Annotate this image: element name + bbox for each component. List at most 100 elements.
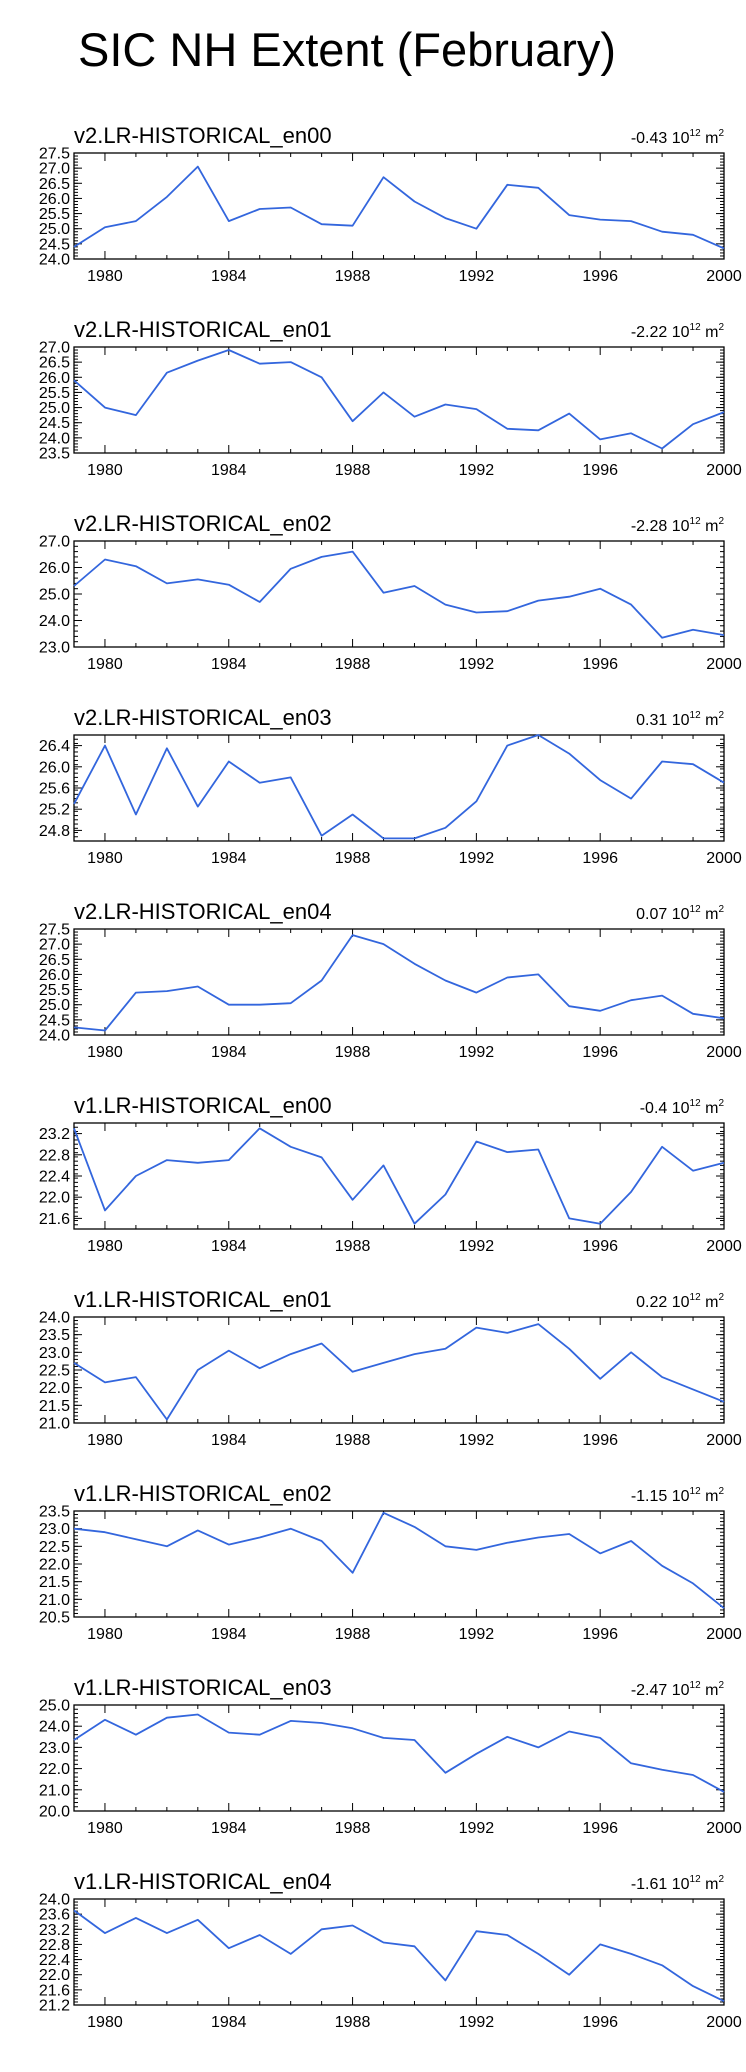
y-tick-label: 23.0 [39, 640, 70, 657]
panel-title: v1.LR-HISTORICAL_en03 [74, 1675, 332, 1700]
unit-base: 10 [672, 130, 690, 147]
x-tick-label: 2000 [706, 1044, 742, 1061]
x-tick-label: 1992 [459, 656, 495, 673]
y-tick-label: 27.0 [39, 937, 70, 954]
unit-symbol: m [701, 906, 719, 923]
y-tick-label: 21.6 [39, 1211, 70, 1228]
unit-base: 10 [672, 1682, 690, 1699]
series-line [73, 550, 725, 639]
y-tick-label: 25.5 [39, 982, 70, 999]
x-tick-label: 1996 [582, 850, 618, 867]
plot-frame [73, 152, 725, 260]
trend-value: -2.22 [631, 324, 672, 341]
chart-panel: v1.LR-HISTORICAL_en03 -2.47 1012 m2 1980 19… [39, 1675, 742, 1837]
panel-title: v1.LR-HISTORICAL_en00 [74, 1093, 332, 1118]
y-tick-label: 24.0 [39, 1719, 70, 1736]
series-line [73, 1909, 725, 2003]
unit-exponent: 12 [690, 1486, 702, 1497]
x-tick-label: 1988 [335, 1238, 371, 1255]
x-tick-label: 1996 [582, 1820, 618, 1837]
trend-label: 0.07 1012 m2 [636, 904, 724, 923]
unit-base: 10 [672, 1876, 690, 1893]
plot-frame [73, 1510, 725, 1618]
y-tick-label: 24.0 [39, 1028, 70, 1045]
chart-panel: v1.LR-HISTORICAL_en04 -1.61 1012 m2 1980 19… [39, 1869, 742, 2031]
y-tick-label: 25.5 [39, 206, 70, 223]
chart-panel: v2.LR-HISTORICAL_en01 -2.22 1012 m2 1980 19… [39, 317, 742, 479]
unit-exponent: 12 [690, 1680, 702, 1691]
x-tick-label: 2000 [706, 656, 742, 673]
panel-title: v1.LR-HISTORICAL_en04 [74, 1869, 332, 1894]
trend-value: -2.28 [631, 518, 672, 535]
y-tick-label: 22.4 [39, 1169, 70, 1186]
x-tick-label: 1980 [87, 1238, 123, 1255]
y-tick-label: 23.0 [39, 1521, 70, 1538]
chart-panel: v2.LR-HISTORICAL_en04 0.07 1012 m2 1980 198… [39, 899, 742, 1061]
panel-title: v1.LR-HISTORICAL_en01 [74, 1287, 332, 1312]
trend-value: -1.61 [631, 1876, 672, 1893]
unit-superscript: 2 [718, 1874, 724, 1885]
x-tick-label: 1980 [87, 1044, 123, 1061]
y-tick-label: 23.5 [39, 1504, 70, 1521]
x-tick-label: 1992 [459, 462, 495, 479]
y-tick-label: 24.0 [39, 252, 70, 269]
x-tick-label: 1992 [459, 850, 495, 867]
x-tick-label: 1984 [211, 462, 247, 479]
y-tick-label: 27.0 [39, 534, 70, 551]
y-tick-label: 22.0 [39, 1557, 70, 1574]
y-tick-label: 25.0 [39, 400, 70, 417]
y-tick-label: 24.5 [39, 415, 70, 432]
x-tick-label: 1980 [87, 1626, 123, 1643]
x-tick-label: 1988 [335, 1820, 371, 1837]
y-tick-label: 23.5 [39, 446, 70, 463]
trend-value: 0.31 [636, 712, 672, 729]
unit-exponent: 12 [690, 128, 702, 139]
y-tick-label: 26.4 [39, 738, 70, 755]
x-tick-label: 1988 [335, 2014, 371, 2031]
y-tick-label: 22.0 [39, 1190, 70, 1207]
y-tick-label: 23.6 [39, 1907, 70, 1924]
unit-symbol: m [701, 712, 719, 729]
panel-title: v2.LR-HISTORICAL_en01 [74, 317, 332, 342]
y-tick-label: 21.0 [39, 1416, 70, 1433]
unit-symbol: m [701, 1100, 719, 1117]
y-tick-label: 26.0 [39, 191, 70, 208]
panel-title: v2.LR-HISTORICAL_en04 [74, 899, 332, 924]
x-tick-label: 1996 [582, 2014, 618, 2031]
x-tick-label: 1992 [459, 2014, 495, 2031]
unit-base: 10 [672, 1294, 690, 1311]
unit-symbol: m [701, 518, 719, 535]
y-tick-label: 25.0 [39, 997, 70, 1014]
x-tick-label: 1992 [459, 1626, 495, 1643]
unit-superscript: 2 [718, 516, 724, 527]
x-tick-label: 1992 [459, 1238, 495, 1255]
trend-value: 0.22 [636, 1294, 672, 1311]
y-tick-label: 21.0 [39, 1782, 70, 1799]
x-tick-label: 1992 [459, 268, 495, 285]
x-tick-label: 2000 [706, 462, 742, 479]
x-tick-label: 1988 [335, 1044, 371, 1061]
y-tick-label: 21.5 [39, 1398, 70, 1415]
x-tick-label: 2000 [706, 1820, 742, 1837]
unit-exponent: 12 [690, 322, 702, 333]
series-line [73, 1713, 725, 1793]
x-tick-label: 1984 [211, 1820, 247, 1837]
x-tick-label: 1984 [211, 1044, 247, 1061]
trend-value: -2.47 [631, 1682, 672, 1699]
chart-panel: v1.LR-HISTORICAL_en02 -1.15 1012 m2 1980 19… [39, 1481, 742, 1643]
unit-exponent: 12 [690, 1098, 702, 1109]
y-tick-label: 23.2 [39, 1126, 70, 1143]
x-tick-label: 1984 [211, 850, 247, 867]
series-line [73, 734, 725, 840]
x-tick-label: 1984 [211, 1626, 247, 1643]
chart-panel: v1.LR-HISTORICAL_en00 -0.4 1012 m2 1980 198… [39, 1093, 742, 1255]
x-tick-label: 2000 [706, 1626, 742, 1643]
trend-value: -0.43 [631, 130, 672, 147]
y-tick-label: 25.6 [39, 781, 70, 798]
x-tick-label: 1984 [211, 1432, 247, 1449]
x-tick-label: 1988 [335, 1626, 371, 1643]
x-tick-label: 1984 [211, 268, 247, 285]
trend-value: -0.4 [640, 1100, 672, 1117]
x-tick-label: 1996 [582, 1238, 618, 1255]
y-tick-label: 24.0 [39, 1892, 70, 1909]
